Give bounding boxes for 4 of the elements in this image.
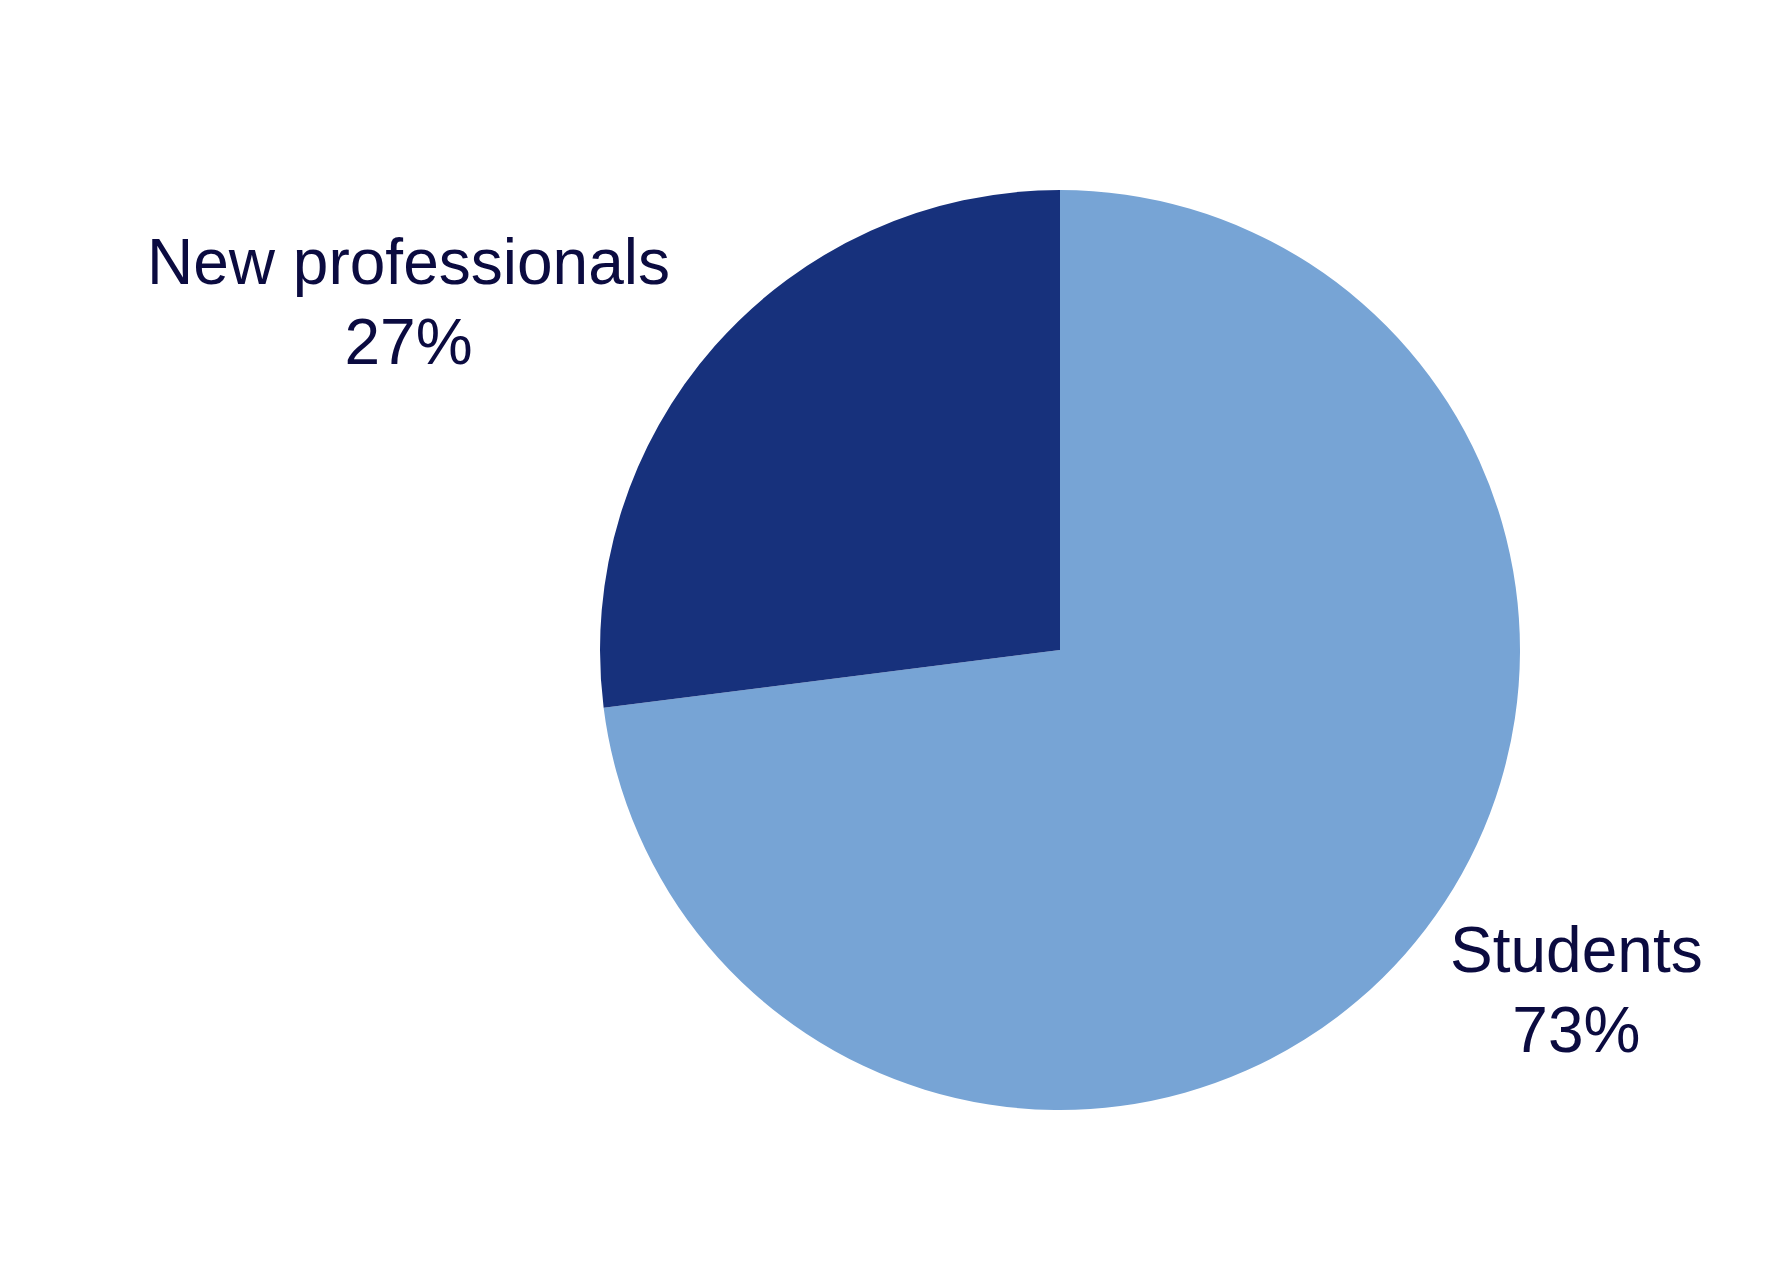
slice-label: New professionals	[147, 225, 670, 298]
data-label: 27%	[344, 305, 473, 378]
data-label: 73%	[1512, 993, 1641, 1066]
slice-label: Students	[1450, 913, 1703, 986]
